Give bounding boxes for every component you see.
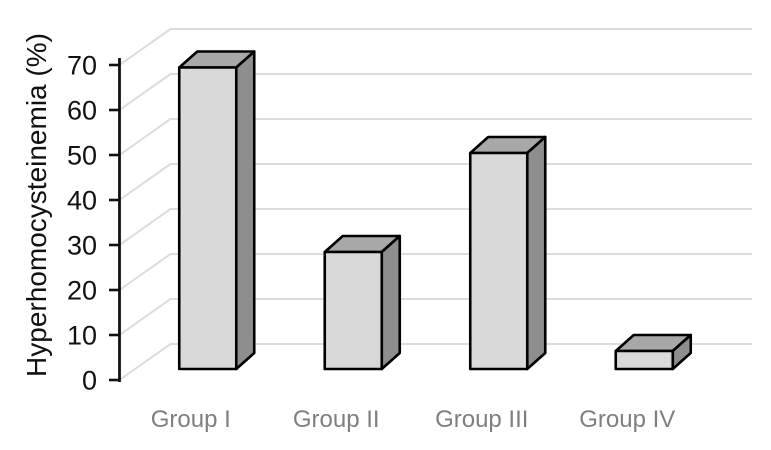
gridline (118, 118, 752, 156)
bar-group-i (177, 50, 256, 371)
bar-front-face (614, 349, 675, 371)
gridline (118, 343, 752, 381)
bar-side-face (380, 234, 402, 371)
gridline (118, 28, 752, 66)
y-tick-label: 60 (67, 96, 97, 126)
bar-front-face (468, 151, 529, 371)
category-label: Group I (151, 406, 231, 433)
y-axis-title: Hyperhomocysteinemia (%) (21, 33, 52, 377)
bar-side-face (525, 135, 547, 371)
y-tick-label: 20 (67, 276, 97, 306)
gridline (118, 163, 752, 201)
y-tick-label: 40 (67, 186, 97, 216)
gridline (118, 253, 752, 291)
y-tick-label: 70 (67, 51, 97, 81)
bar-group-ii (323, 234, 402, 371)
gridline (118, 208, 752, 246)
bar-group-iv (614, 333, 693, 371)
bar-group-iii (468, 135, 547, 371)
y-tick-label: 50 (67, 141, 97, 171)
bar-side-face (234, 50, 256, 371)
y-tick-label: 30 (67, 231, 97, 261)
category-label: Group IV (579, 406, 675, 433)
gridline (118, 73, 752, 111)
y-tick-label: 10 (67, 321, 97, 351)
bar-front-face (323, 250, 384, 371)
bar-front-face (177, 66, 238, 371)
category-label: Group II (293, 406, 380, 433)
category-label: Group III (435, 406, 528, 433)
gridline (118, 298, 752, 336)
y-tick-label: 0 (82, 366, 97, 396)
